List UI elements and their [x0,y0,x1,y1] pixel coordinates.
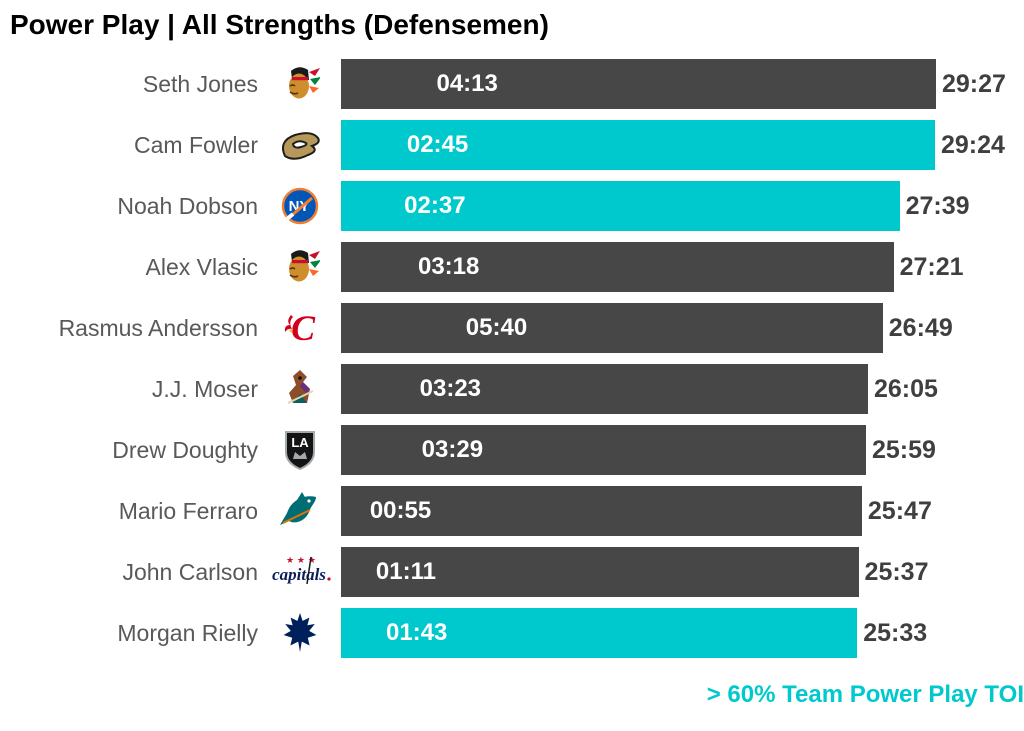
player-row: J.J. Moser 03:23 26:05 [10,364,1024,414]
toi-bar[interactable] [341,547,859,597]
player-row: Drew Doughty LA 03:29 25:59 [10,425,1024,475]
pp-toi-label: 02:45 [406,131,469,158]
player-name-label: Drew Doughty [112,436,258,463]
ducks-logo [258,120,341,170]
bar-track: 01:43 25:33 [341,608,936,658]
pp-toi-label: 00:55 [369,497,432,524]
pp-toi-label: 03:23 [419,375,482,402]
bar-track: 00:55 25:47 [341,486,936,536]
player-name-label: Rasmus Andersson [58,314,258,341]
bar-track: 02:45 29:24 [341,120,1005,170]
bar-chart-rows: Seth Jones 04:13 29:27 Cam Fowler 02:45 … [10,59,1024,658]
player-row: Noah Dobson NY 02:37 27:39 [10,181,1024,231]
bar-track: 03:18 27:21 [341,242,964,292]
svg-text:capitals: capitals [272,565,326,584]
svg-text:C: C [290,308,315,348]
pp-toi-label: 01:43 [385,619,448,646]
total-toi-label: 25:59 [871,436,936,464]
pp-toi-label: 01:11 [375,558,436,585]
toi-bar[interactable] [341,303,883,353]
player-name-label: Seth Jones [142,70,258,97]
total-toi-label: 26:49 [888,314,953,342]
player-row: Morgan Rielly 01:43 25:33 [10,608,1024,658]
pp-toi-label: 02:37 [404,192,466,219]
toi-bar[interactable] [341,364,868,414]
total-toi-label: 25:33 [863,619,928,647]
player-name-label: Alex Vlasic [145,253,258,280]
bar-track: 03:23 26:05 [341,364,938,414]
capitals-logo: ★ ★ ★ capitals [258,547,341,597]
total-toi-label: 27:39 [905,192,970,220]
toi-bar[interactable] [341,59,936,109]
blackhawks-logo [258,59,341,109]
bar-track: 01:11 25:37 [341,547,936,597]
islanders-logo: NY [258,181,341,231]
bar-track: 02:37 27:39 [341,181,970,231]
pp-toi-label: 04:13 [436,70,498,97]
player-name-label: J.J. Moser [151,375,258,402]
player-row: John Carlson ★ ★ ★ capitals 01:11 25:37 [10,547,1024,597]
player-row: Alex Vlasic 03:18 27:21 [10,242,1024,292]
chart-title: Power Play | All Strengths (Defensemen) [10,9,549,40]
toi-bar[interactable] [341,608,858,658]
total-toi-label: 29:27 [942,70,1006,98]
total-toi-label: 26:05 [873,375,938,403]
svg-text:★ ★ ★: ★ ★ ★ [286,556,316,566]
player-name-label: Mario Ferraro [118,497,258,524]
bar-track: 04:13 29:27 [341,59,1006,109]
pp-toi-label: 05:40 [465,314,528,341]
player-name-label: Noah Dobson [117,192,258,219]
svg-text:LA: LA [291,435,309,450]
sharks-logo [258,486,341,536]
player-name-label: Cam Fowler [134,131,258,158]
pp-toi-label: 03:29 [421,436,484,463]
maple-leafs-logo [258,608,341,658]
player-row: Seth Jones 04:13 29:27 [10,59,1024,109]
toi-bar[interactable] [341,120,935,170]
player-row: Cam Fowler 02:45 29:24 [10,120,1024,170]
player-row: Rasmus Andersson C 05:40 26:49 [10,303,1024,353]
total-toi-label: 27:21 [899,253,964,281]
bar-track: 03:29 25:59 [341,425,936,475]
player-name-label: Morgan Rielly [117,619,258,646]
flames-logo: C [258,303,341,353]
kings-logo: LA [258,425,341,475]
player-name-label: John Carlson [122,558,258,585]
total-toi-label: 25:37 [864,558,929,586]
bar-track: 05:40 26:49 [341,303,953,353]
toi-bar[interactable] [341,486,862,536]
legend-note: > 60% Team Power Play TOI [706,681,1024,708]
total-toi-label: 25:47 [867,497,932,525]
toi-bar[interactable] [341,242,894,292]
pp-toi-label: 03:18 [417,253,480,280]
player-row: Mario Ferraro 00:55 25:47 [10,486,1024,536]
blackhawks-logo [258,242,341,292]
toi-bar[interactable] [341,181,900,231]
total-toi-label: 29:24 [940,131,1005,159]
coyotes-logo [258,364,341,414]
toi-bar[interactable] [341,425,866,475]
svg-text:NY: NY [288,198,309,215]
